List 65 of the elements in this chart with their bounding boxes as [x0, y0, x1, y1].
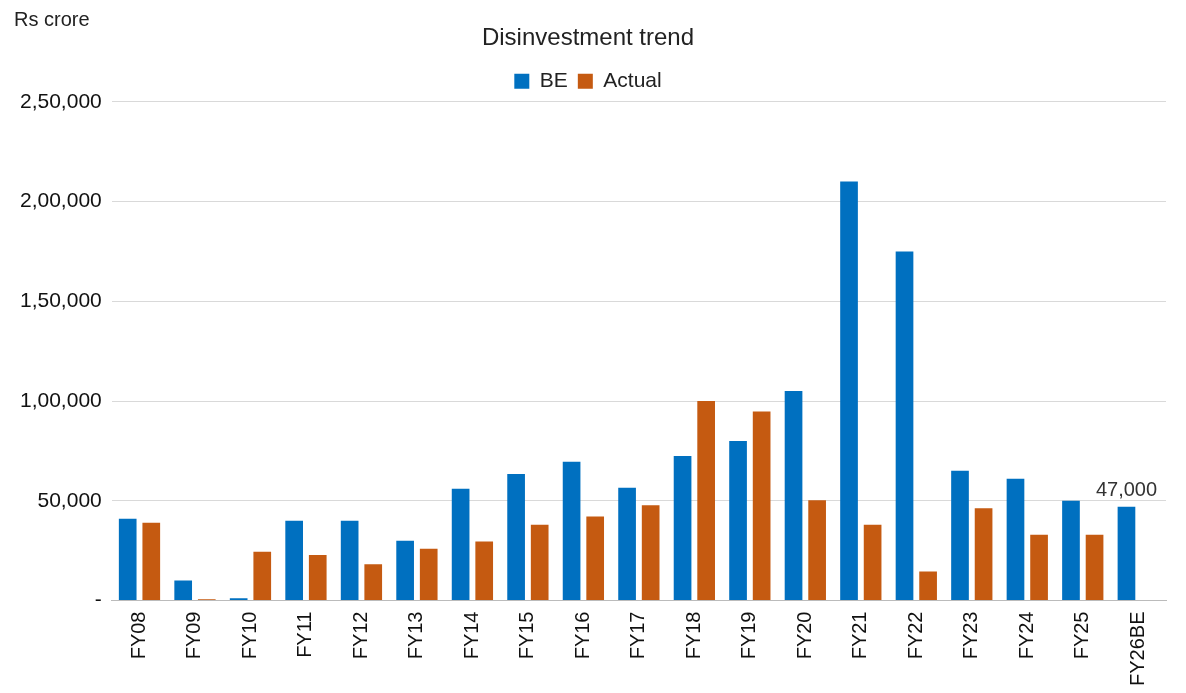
legend-label: Actual [603, 68, 662, 92]
x-tick-label: FY21 [848, 611, 871, 660]
bar [419, 548, 438, 601]
bar [1085, 534, 1104, 601]
y-tick-label: - [94, 587, 102, 611]
y-tick-label: 50,000 [37, 487, 102, 511]
bar [118, 518, 137, 601]
y-axis-title: Rs crore [14, 7, 90, 30]
y-tick-label: 2,50,000 [19, 88, 102, 112]
bar [1062, 500, 1080, 601]
bar [863, 524, 882, 601]
y-tick-label: 1,00,000 [19, 387, 102, 411]
bar [618, 487, 636, 601]
x-tick-label: FY24 [1014, 611, 1037, 660]
x-tick-label: FY20 [792, 611, 815, 660]
bar [340, 520, 359, 601]
bar [1006, 478, 1025, 601]
x-tick-label: FY10 [237, 611, 260, 660]
bar [808, 500, 826, 601]
x-tick-label: FY13 [404, 611, 427, 660]
bar [451, 488, 470, 601]
x-tick-label: FY16 [570, 611, 593, 660]
bar [673, 455, 692, 601]
bar [697, 401, 715, 601]
bar [840, 181, 858, 601]
bar [475, 541, 494, 601]
bar [752, 411, 771, 601]
bar [586, 516, 605, 601]
legend-label: BE [539, 68, 568, 92]
bar [641, 505, 660, 601]
x-tick-label: FY15 [515, 611, 538, 660]
bar [530, 524, 549, 601]
bar [919, 571, 937, 601]
data-label: 47,000 [1095, 478, 1158, 501]
bar [1030, 534, 1048, 601]
x-tick-label: FY19 [737, 611, 760, 660]
bar [729, 440, 747, 601]
bar [364, 564, 383, 601]
bar [174, 580, 193, 601]
y-tick-label: 1,50,000 [19, 288, 102, 312]
bar [562, 461, 581, 601]
bar [396, 540, 414, 601]
x-tick-label: FY09 [182, 611, 205, 660]
x-tick-label: FY11 [293, 611, 316, 658]
y-tick-label: 2,00,000 [19, 188, 102, 212]
chart-title: Disinvestment trend [481, 23, 695, 51]
x-tick-label: FY14 [459, 611, 482, 660]
x-tick-label: FY22 [903, 611, 926, 660]
bar [895, 251, 914, 601]
bar [285, 520, 303, 601]
x-tick-label: FY23 [959, 611, 982, 660]
bar [308, 555, 327, 601]
x-tick-label: FY17 [626, 611, 649, 660]
x-tick-label: FY12 [348, 611, 371, 660]
bar [142, 522, 161, 601]
bar [507, 474, 525, 601]
bar [1117, 506, 1136, 601]
x-tick-label: FY18 [681, 611, 704, 660]
bar [784, 391, 803, 601]
x-tick-label: FY08 [127, 611, 149, 660]
x-tick-label: FY25 [1070, 611, 1093, 660]
bar [974, 508, 993, 601]
x-tick-label: FY26BE [1125, 611, 1148, 686]
bar [253, 551, 272, 601]
bar [951, 470, 969, 601]
